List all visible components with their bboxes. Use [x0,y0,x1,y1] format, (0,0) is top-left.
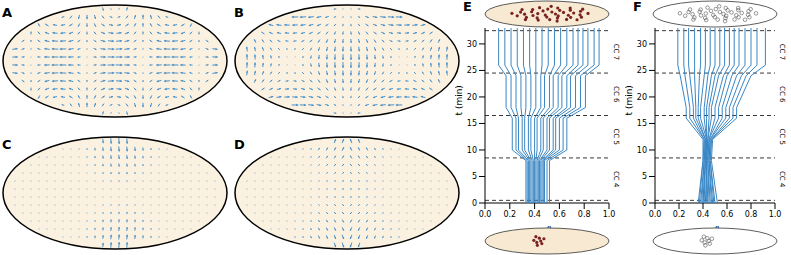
svg-text:0.4: 0.4 [697,210,710,219]
svg-text:10: 10 [467,146,477,155]
svg-text:20: 20 [637,93,647,102]
svg-text:25: 25 [637,66,647,75]
svg-text:1.0: 1.0 [603,210,616,219]
svg-text:B: B [234,5,244,20]
svg-text:CC 4: CC 4 [612,171,620,188]
svg-text:x/L: x/L [540,225,553,235]
svg-text:C: C [2,137,12,152]
svg-text:0.6: 0.6 [553,210,566,219]
svg-text:CC 7: CC 7 [778,44,786,60]
svg-text:0: 0 [642,199,647,208]
svg-text:0.0: 0.0 [649,210,662,219]
svg-text:D: D [234,137,245,152]
svg-text:x/L: x/L [708,225,721,235]
svg-text:t (min): t (min) [455,85,464,115]
svg-text:0: 0 [472,199,477,208]
svg-text:0.6: 0.6 [721,210,734,219]
svg-text:15: 15 [467,119,477,128]
svg-text:0.2: 0.2 [673,210,686,219]
svg-text:5: 5 [472,172,477,181]
svg-text:25: 25 [467,66,477,75]
svg-text:t (min): t (min) [625,85,634,115]
svg-text:E: E [463,0,472,14]
svg-text:5: 5 [642,172,647,181]
svg-text:0.2: 0.2 [503,210,516,219]
svg-text:CC 6: CC 6 [778,86,786,103]
svg-text:CC 4: CC 4 [778,171,786,188]
svg-text:CC 5: CC 5 [612,128,620,144]
svg-text:0.4: 0.4 [528,210,541,219]
svg-text:0.0: 0.0 [479,210,492,219]
svg-text:10: 10 [637,146,647,155]
svg-text:20: 20 [467,93,477,102]
svg-text:15: 15 [637,119,647,128]
svg-text:A: A [2,5,12,20]
svg-text:F: F [633,0,642,14]
svg-text:CC 6: CC 6 [612,86,620,103]
svg-text:1.0: 1.0 [769,210,782,219]
svg-text:0.8: 0.8 [578,210,591,219]
svg-text:0.8: 0.8 [745,210,758,219]
svg-text:30: 30 [467,40,477,49]
svg-text:30: 30 [637,40,647,49]
svg-text:CC 5: CC 5 [778,128,786,144]
svg-text:CC 7: CC 7 [612,44,620,60]
